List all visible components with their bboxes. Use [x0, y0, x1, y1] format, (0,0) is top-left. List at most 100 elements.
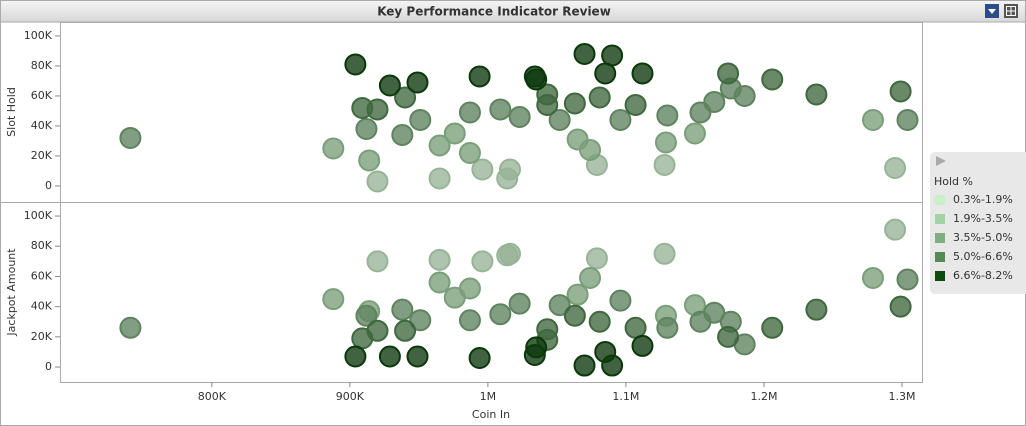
y-tick-label: 20K: [31, 149, 53, 162]
data-point: [119, 126, 142, 149]
data-point: [548, 294, 571, 317]
data-point: [428, 271, 451, 294]
data-point: [366, 98, 389, 121]
legend-label: 6.6%-8.2%: [953, 269, 1013, 282]
data-point: [566, 128, 589, 151]
data-point: [508, 292, 531, 315]
data-point: [366, 319, 389, 342]
legend-swatch: [935, 252, 945, 262]
data-point: [391, 123, 414, 146]
data-point: [861, 266, 884, 289]
y-tick-label: 60K: [31, 269, 53, 282]
data-point: [889, 295, 912, 318]
data-point: [563, 304, 586, 327]
plot-frame: [60, 202, 923, 383]
data-point: [563, 92, 586, 115]
data-point: [458, 277, 481, 300]
y-axis-label: Jackpot Amount: [5, 248, 18, 337]
data-point: [378, 74, 401, 97]
data-point: [394, 319, 417, 342]
y-tick-label: 80K: [31, 59, 53, 72]
data-point: [631, 62, 654, 85]
legend-swatch: [935, 195, 945, 205]
data-point: [525, 68, 548, 91]
data-point: [588, 310, 611, 333]
data-point: [458, 309, 481, 332]
legend-swatch: [935, 271, 945, 281]
legend-box: [930, 152, 1026, 294]
data-point: [884, 218, 907, 241]
x-axis-label: Coin In: [472, 408, 510, 421]
data-point: [378, 345, 401, 368]
y-tick-label: 80K: [31, 239, 53, 252]
data-point: [624, 316, 647, 339]
data-point: [761, 68, 784, 91]
x-tick-label: 1.1M: [612, 390, 639, 403]
data-point: [654, 131, 677, 154]
y-tick-label: 0: [45, 179, 52, 192]
data-point: [428, 248, 451, 271]
data-point: [355, 117, 378, 140]
y-axis-label: Slot Hold: [5, 87, 18, 137]
data-point: [594, 340, 617, 363]
legend-label: 3.5%-5.0%: [953, 231, 1013, 244]
data-point: [409, 108, 432, 131]
data-point: [525, 336, 548, 359]
data-point: [496, 244, 519, 267]
data-point: [366, 250, 389, 273]
data-point: [761, 316, 784, 339]
data-point: [689, 101, 712, 124]
y-tick-label: 100K: [24, 209, 53, 222]
data-point: [458, 101, 481, 124]
data-point: [443, 122, 466, 145]
x-tick-label: 1M: [480, 390, 497, 403]
y-tick-label: 40K: [31, 119, 53, 132]
data-point: [468, 346, 491, 369]
data-point: [594, 62, 617, 85]
data-point: [683, 122, 706, 145]
data-point: [566, 283, 589, 306]
data-point: [322, 288, 345, 311]
y-tick-label: 20K: [31, 330, 53, 343]
data-point: [548, 108, 571, 131]
legend-title: Hold %: [934, 175, 973, 188]
data-point: [489, 98, 512, 121]
x-tick-label: 1.3M: [888, 390, 915, 403]
data-point: [366, 170, 389, 193]
data-point: [471, 250, 494, 273]
data-point: [884, 156, 907, 179]
data-point: [805, 83, 828, 106]
data-point: [601, 44, 624, 67]
data-point: [896, 108, 919, 131]
legend-label: 1.9%-3.5%: [953, 212, 1013, 225]
data-point: [468, 65, 491, 88]
legend-swatch: [935, 214, 945, 224]
data-point: [489, 303, 512, 326]
data-point: [861, 108, 884, 131]
data-point: [358, 149, 381, 172]
data-point: [588, 86, 611, 109]
data-point: [119, 316, 142, 339]
menu-button[interactable]: [985, 4, 999, 18]
legend-label: 5.0%-6.6%: [953, 250, 1013, 263]
data-point: [406, 345, 429, 368]
y-tick-label: 40K: [31, 300, 53, 313]
x-tick-label: 800K: [198, 390, 227, 403]
data-point: [609, 289, 632, 312]
data-point: [406, 71, 429, 94]
data-point: [717, 62, 740, 85]
y-tick-label: 100K: [24, 29, 53, 42]
data-point: [653, 153, 676, 176]
data-point: [585, 247, 608, 270]
data-point: [471, 158, 494, 181]
data-point: [889, 80, 912, 103]
data-point: [391, 298, 414, 321]
legend-toggle[interactable]: [936, 156, 946, 166]
data-point: [428, 134, 451, 157]
data-point: [805, 298, 828, 321]
title: Key Performance Indicator Review: [377, 5, 611, 19]
data-point: [344, 53, 367, 76]
expand-button[interactable]: [1004, 4, 1018, 18]
data-point: [344, 345, 367, 368]
data-point: [896, 268, 919, 291]
